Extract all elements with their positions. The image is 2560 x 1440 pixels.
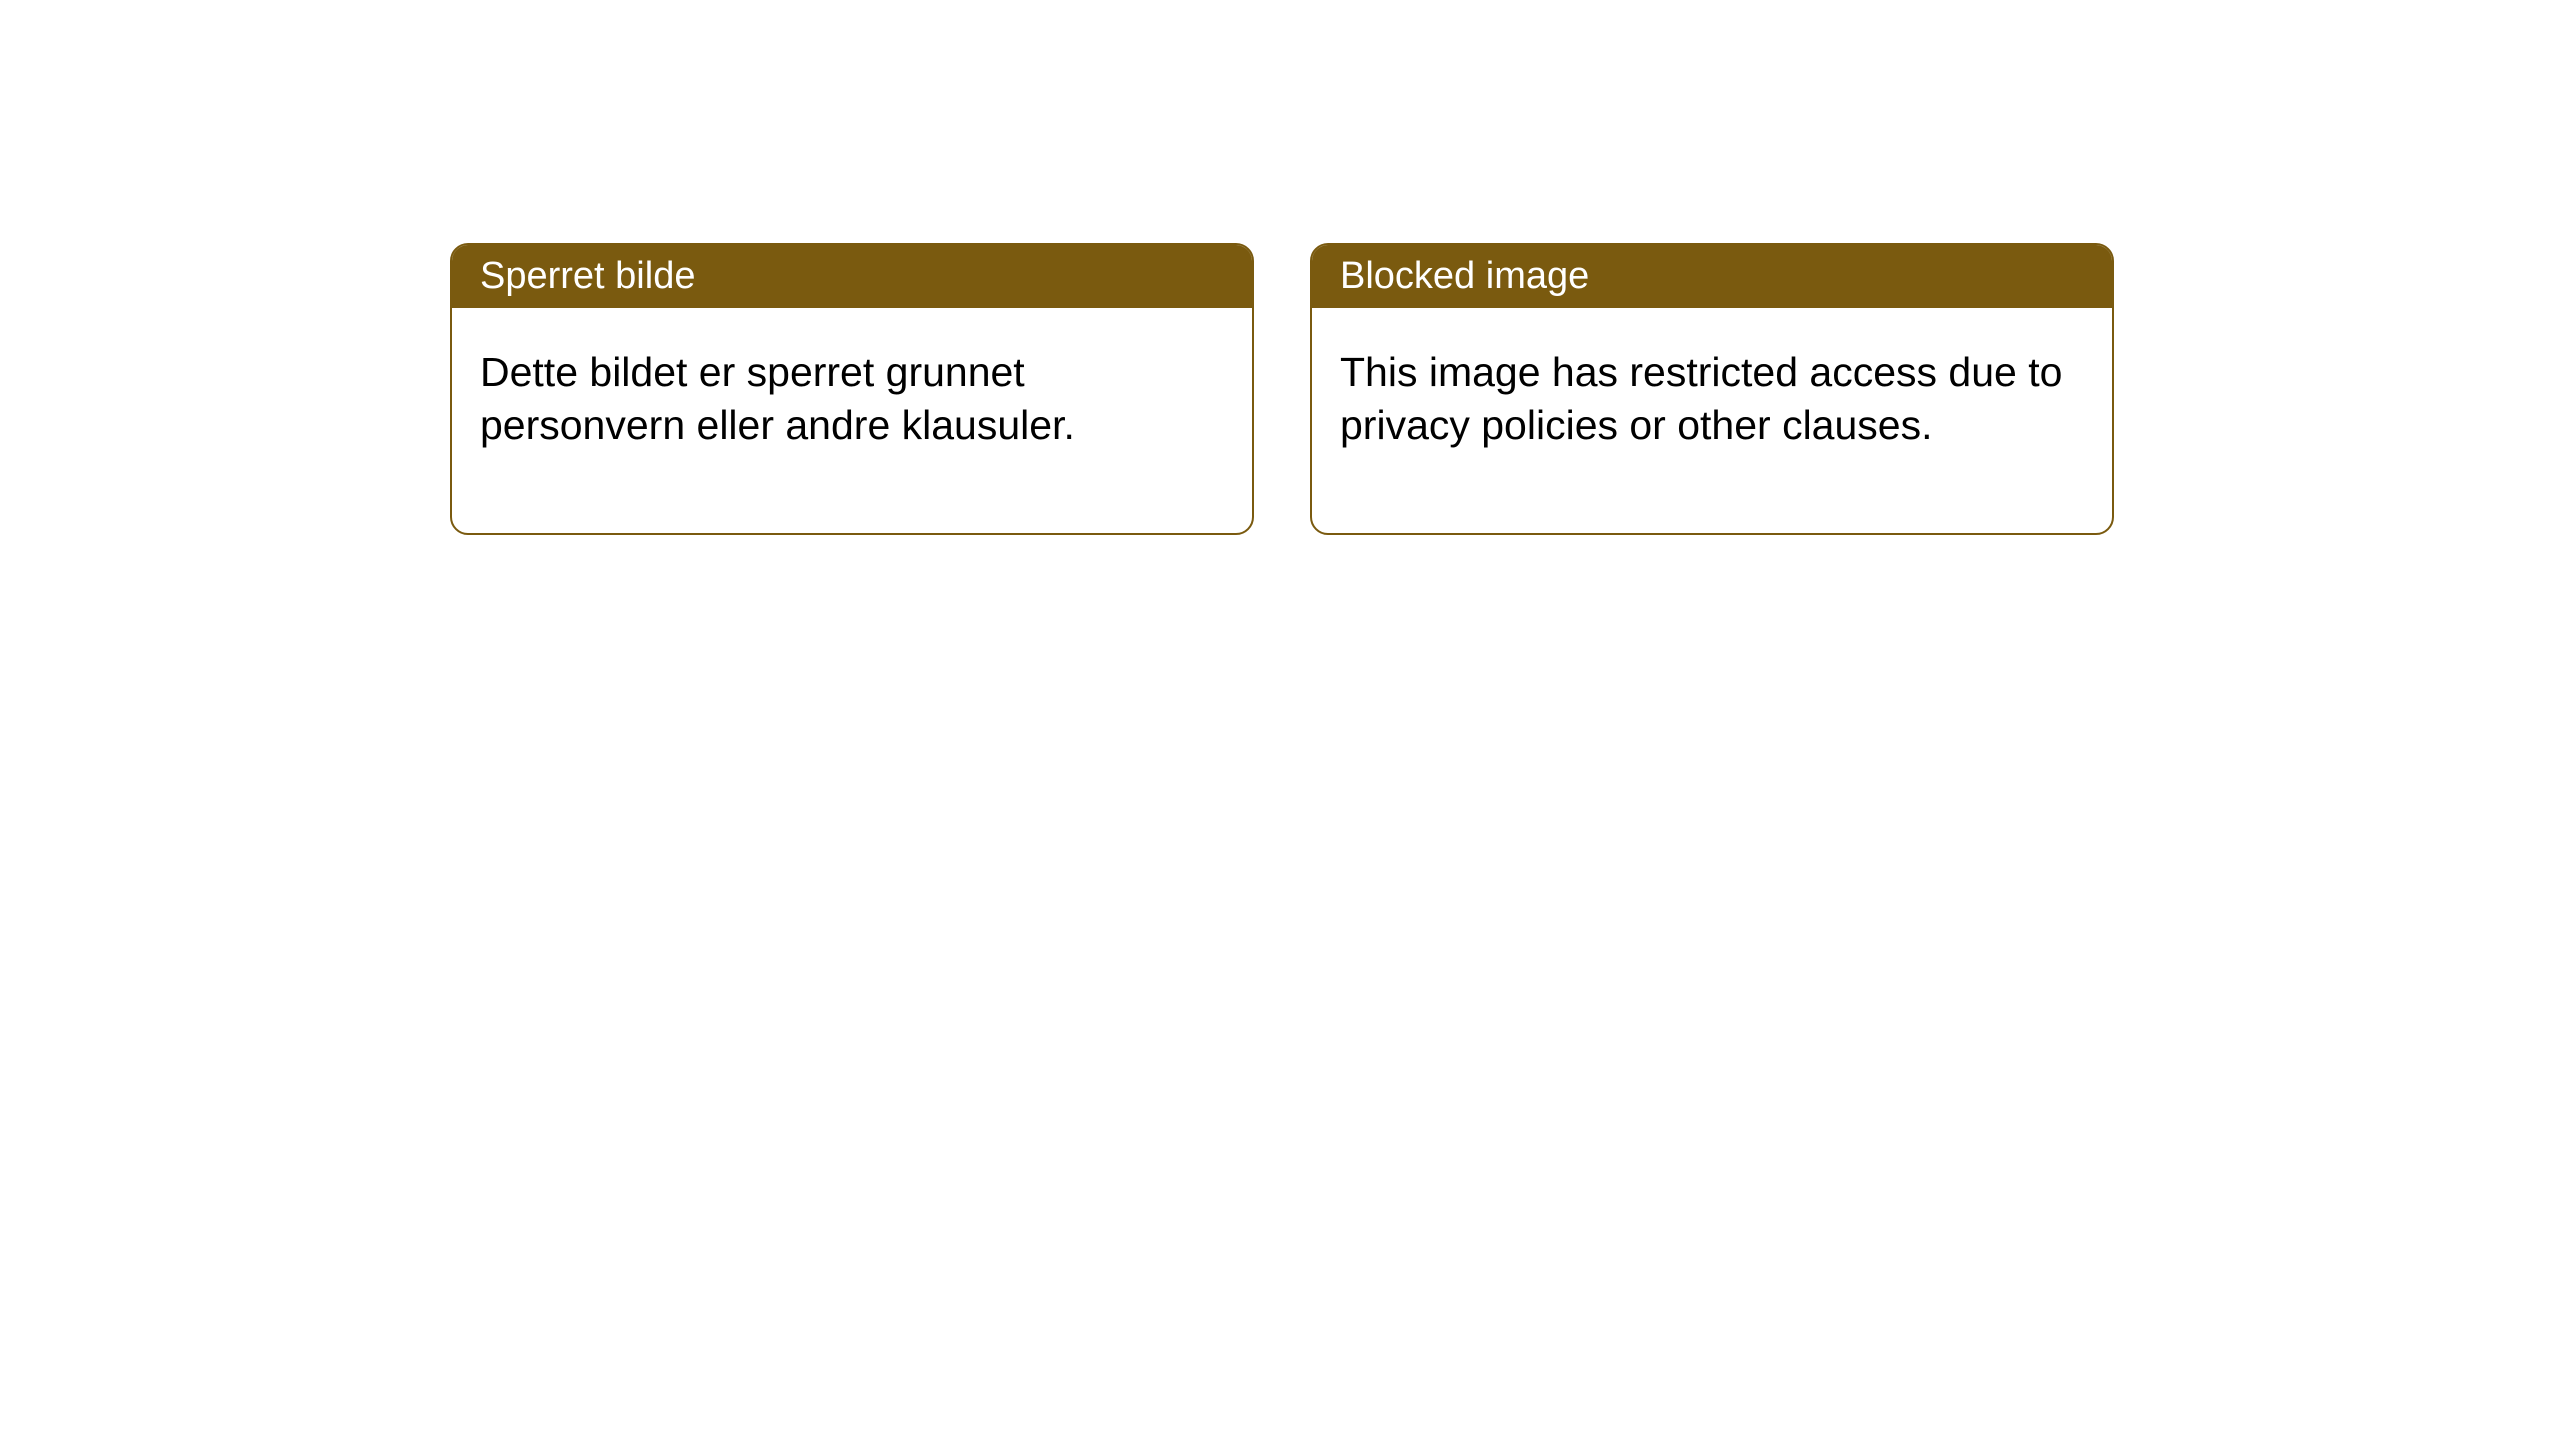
notice-cards-container: Sperret bilde Dette bildet er sperret gr… bbox=[450, 243, 2114, 535]
notice-card-body: This image has restricted access due to … bbox=[1312, 308, 2112, 533]
notice-card-body: Dette bildet er sperret grunnet personve… bbox=[452, 308, 1252, 533]
notice-card-title: Sperret bilde bbox=[452, 245, 1252, 308]
notice-card-english: Blocked image This image has restricted … bbox=[1310, 243, 2114, 535]
notice-card-norwegian: Sperret bilde Dette bildet er sperret gr… bbox=[450, 243, 1254, 535]
notice-card-title: Blocked image bbox=[1312, 245, 2112, 308]
